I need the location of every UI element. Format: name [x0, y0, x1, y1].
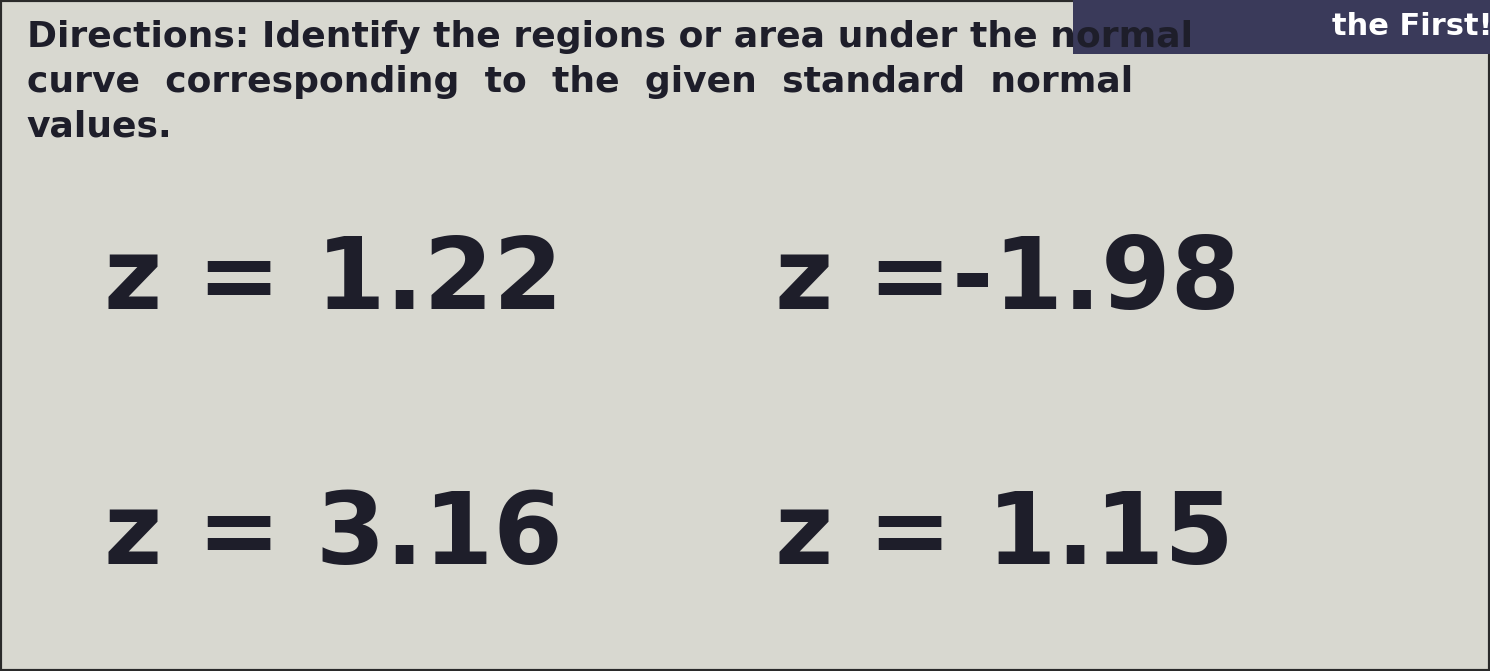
Text: Directions: Identify the regions or area under the normal
curve  corresponding  : Directions: Identify the regions or area… — [27, 20, 1193, 144]
Text: z = 3.16: z = 3.16 — [104, 488, 563, 585]
Text: z = 1.15: z = 1.15 — [775, 488, 1234, 585]
Text: the First!: the First! — [1332, 12, 1490, 42]
Text: z =-1.98: z =-1.98 — [775, 234, 1240, 330]
Text: z = 1.22: z = 1.22 — [104, 234, 563, 330]
FancyBboxPatch shape — [1073, 0, 1490, 54]
